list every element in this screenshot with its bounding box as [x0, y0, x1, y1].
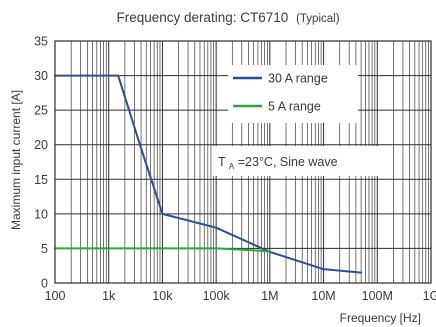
y-tick-label: 10 [34, 207, 48, 221]
y-tick-label: 25 [34, 104, 48, 118]
series-lines [54, 74, 363, 274]
chart-title-note: (Typical) [296, 13, 340, 25]
y-tick-label: 5 [41, 242, 48, 256]
series-line-30a [54, 74, 363, 274]
annotation: T A =23°C, Sine wave [212, 146, 378, 176]
annotation-prefix: T [218, 155, 226, 169]
legend-label-5a: 5 A range [268, 100, 321, 114]
x-tick-label: 100M [362, 289, 393, 303]
x-tick-label: 100k [203, 289, 231, 303]
x-tick-label: 1G [423, 289, 436, 303]
legend-label-30a: 30 A range [268, 72, 328, 86]
y-tick-label: 20 [34, 138, 48, 152]
series-line-5a [54, 247, 271, 253]
x-axis-title: Frequency [Hz] [340, 311, 421, 325]
y-tick-labels: 0 5 10 15 20 25 30 35 [34, 35, 48, 291]
chart-title: Frequency derating: CT6710 (Typical) [116, 10, 339, 25]
x-tick-label: 1k [102, 289, 116, 303]
legend-box [228, 65, 358, 123]
plot-frame [54, 40, 432, 284]
x-tick-label: 10M [311, 289, 335, 303]
legend: 30 A range 5 A range [228, 65, 358, 123]
y-tick-label: 35 [34, 35, 48, 49]
x-tick-label: 10k [152, 289, 173, 303]
x-tick-label: 1M [261, 289, 278, 303]
y-tick-label: 15 [34, 173, 48, 187]
x-tick-label: 100 [45, 289, 66, 303]
annotation-body: =23°C, Sine wave [238, 155, 338, 169]
chart-title-main: Frequency derating: CT6710 [116, 10, 288, 25]
annotation-subscript: A [229, 162, 235, 171]
y-axis-title: Maximum input current [A] [9, 90, 23, 230]
annotation-box [212, 146, 378, 176]
y-tick-label: 0 [41, 277, 48, 291]
x-tick-labels: 100 1k 10k 100k 1M 10M 100M 1G [45, 289, 436, 303]
minor-gridlines [70, 41, 429, 283]
annotation-text: T A =23°C, Sine wave [218, 155, 338, 172]
y-tick-label: 30 [34, 69, 48, 83]
